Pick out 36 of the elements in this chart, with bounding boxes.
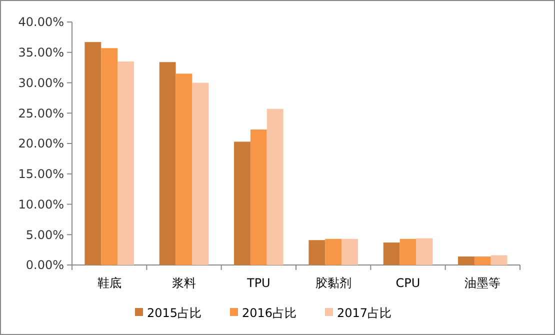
y-tick-label: 10.00% (18, 197, 64, 212)
bar (234, 142, 250, 265)
y-tick-label: 20.00% (18, 136, 64, 151)
bar (416, 238, 433, 265)
y-tick-label: 40.00% (18, 15, 64, 30)
x-tick-label: 胶黏剂 (315, 276, 352, 290)
bar (192, 82, 209, 265)
x-tick-label: 鞋底 (97, 276, 122, 290)
bar (250, 130, 267, 265)
bar (118, 61, 134, 265)
bar (383, 242, 400, 265)
bar (474, 256, 491, 265)
bar (159, 62, 176, 265)
legend-label: 2015占比 (147, 306, 202, 320)
y-tick-label: 35.00% (18, 46, 64, 60)
bar (308, 240, 326, 265)
x-tick-label: 油墨等 (464, 276, 501, 290)
y-tick-label: 0.00% (26, 258, 64, 272)
bar (342, 238, 358, 265)
bar (400, 238, 416, 265)
bar (84, 42, 102, 265)
y-tick-label: 30.00% (18, 76, 64, 90)
bar (101, 48, 118, 265)
y-tick-label: 15.00% (18, 167, 64, 182)
bar (325, 238, 342, 265)
x-tick-label: CPU (396, 276, 420, 290)
x-tick-label: 浆料 (172, 276, 196, 290)
legend-label: 2016占比 (242, 306, 297, 320)
bar (176, 74, 192, 265)
legend-label: 2017占比 (337, 306, 392, 320)
bar (266, 108, 284, 265)
y-tick-label: 5.00% (26, 228, 64, 242)
x-tick-label: TPU (246, 276, 270, 290)
bar (490, 255, 508, 265)
y-tick-label: 25.00% (18, 106, 64, 120)
bar (458, 256, 474, 265)
